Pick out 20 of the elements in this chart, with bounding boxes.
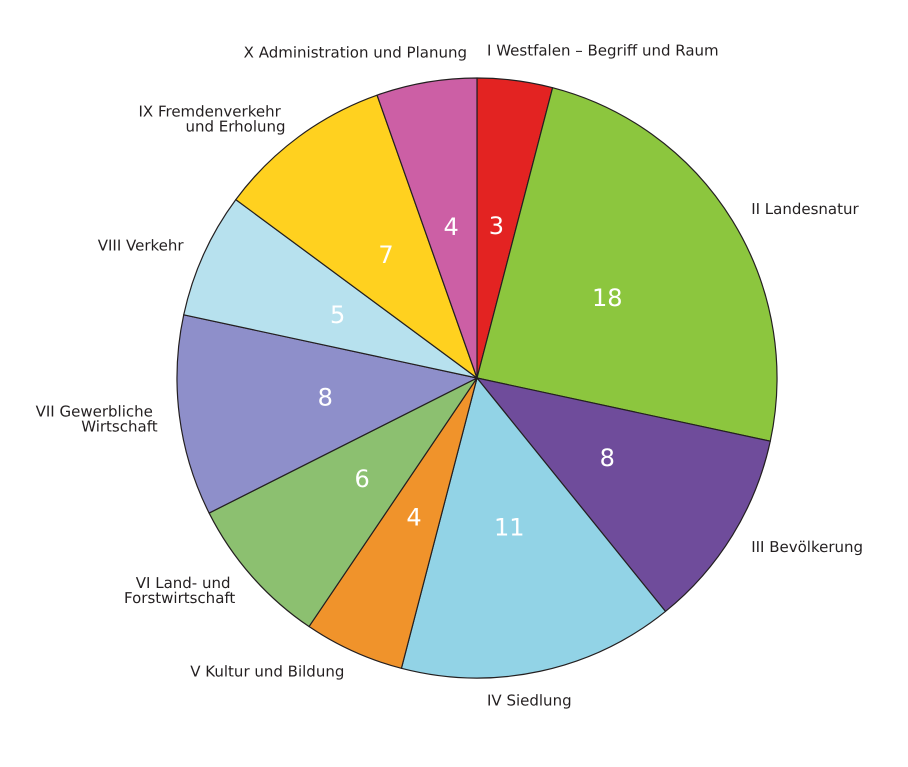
data-label: 6	[354, 465, 370, 494]
data-label: 8	[600, 444, 615, 472]
slice-label: II Landesnatur	[751, 200, 860, 218]
slice-label: VII Gewerbliche Wirtschaft	[36, 402, 158, 436]
data-label: 18	[592, 284, 623, 312]
slice-label: VIII Verkehr	[98, 236, 184, 254]
data-label: 7	[378, 240, 394, 269]
slice-label: IV Siedlung	[487, 692, 572, 710]
slice-label: X Administration und Planung	[244, 44, 467, 62]
data-label: 8	[318, 383, 333, 412]
data-label: 3	[488, 212, 504, 240]
data-label: 4	[406, 503, 422, 532]
slice-label: VI Land- und Forstwirtschaft	[124, 574, 236, 608]
data-label: 5	[330, 300, 346, 329]
slice-label: III Bevölkerung	[751, 538, 864, 556]
data-label: 4	[444, 213, 459, 242]
slice-label: V Kultur und Bildung	[190, 662, 344, 680]
data-label: 11	[494, 514, 525, 542]
slice-label: IX Fremdenverkehr und Erholung	[138, 102, 286, 136]
slice-label: I Westfalen – Begriff und Raum	[487, 42, 719, 60]
